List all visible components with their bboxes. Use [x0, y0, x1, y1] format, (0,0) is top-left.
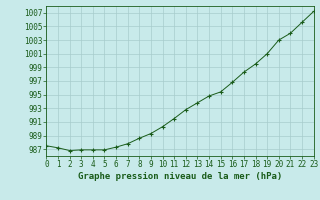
X-axis label: Graphe pression niveau de la mer (hPa): Graphe pression niveau de la mer (hPa)	[78, 172, 282, 181]
